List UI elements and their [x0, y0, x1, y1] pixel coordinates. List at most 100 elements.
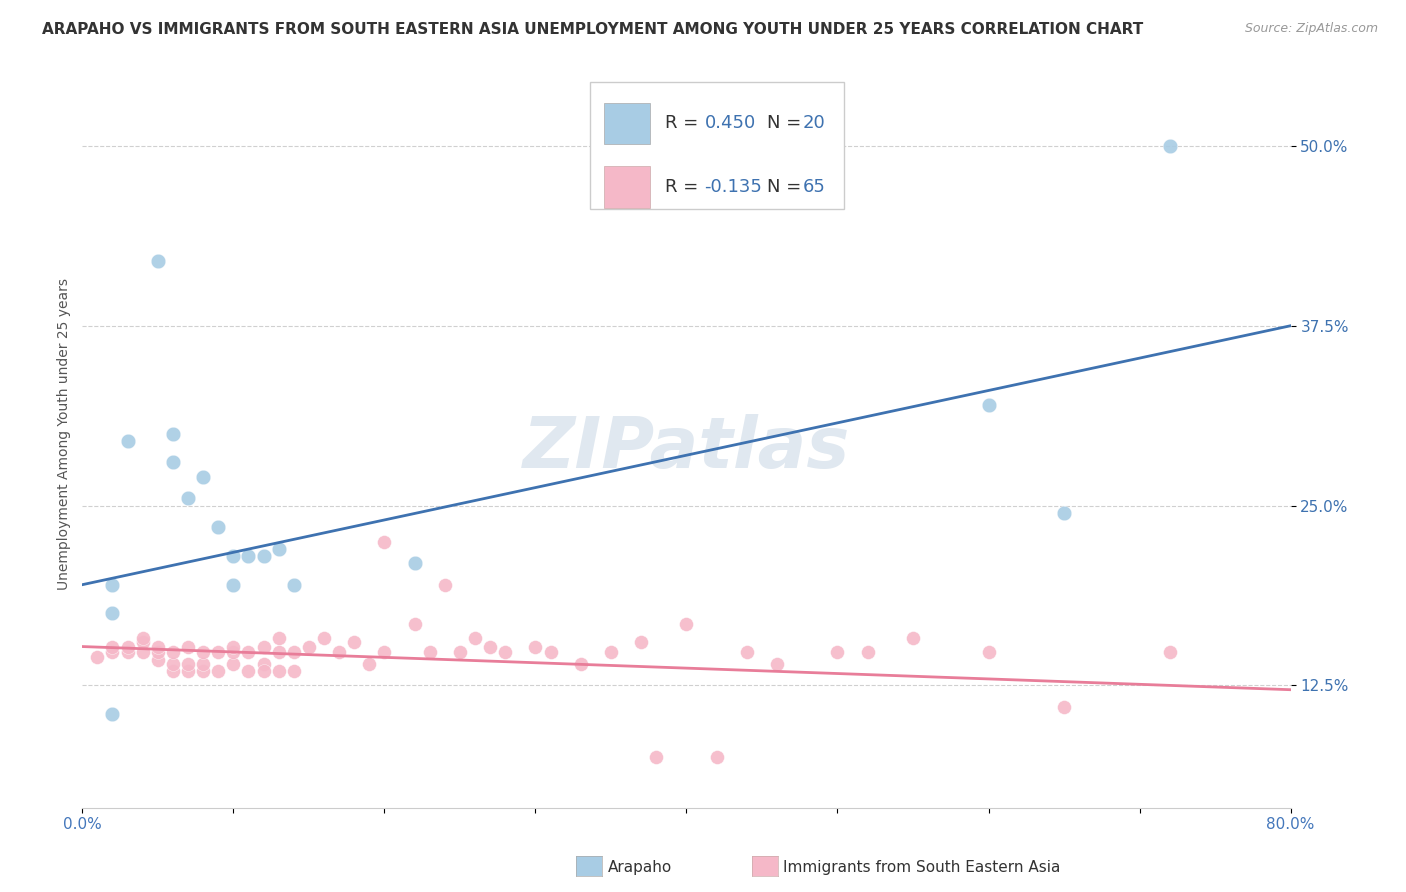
Point [977, 645, 1000, 659]
Text: -0.135: -0.135 [704, 178, 762, 196]
Point [675, 616, 697, 631]
Point [86, 649, 108, 664]
Point [238, 645, 260, 659]
Point [827, 645, 849, 659]
Point [238, 549, 260, 563]
Point [419, 645, 441, 659]
Point [222, 640, 245, 654]
Point [735, 645, 758, 659]
Point [312, 631, 335, 645]
Point [630, 635, 652, 649]
Point [162, 657, 184, 671]
Text: N =: N = [768, 178, 807, 196]
Point [101, 640, 124, 654]
Point [343, 635, 366, 649]
Point [645, 750, 668, 764]
Point [131, 645, 153, 659]
Point [267, 645, 290, 659]
Text: R =: R = [665, 178, 703, 196]
Point [222, 549, 245, 563]
Point [494, 645, 516, 659]
Text: 0.450: 0.450 [704, 114, 756, 132]
Point [191, 645, 214, 659]
Point [901, 631, 924, 645]
Point [283, 664, 305, 678]
Point [222, 645, 245, 659]
Point [177, 491, 200, 506]
Text: 20: 20 [803, 114, 825, 132]
Point [101, 707, 124, 722]
Point [162, 455, 184, 469]
Point [1159, 139, 1181, 153]
Point [222, 657, 245, 671]
Point [1159, 645, 1181, 659]
Point [191, 470, 214, 484]
Point [177, 664, 200, 678]
Point [117, 434, 139, 448]
Point [117, 645, 139, 659]
Point [146, 254, 169, 268]
Point [177, 657, 200, 671]
Point [101, 607, 124, 621]
FancyBboxPatch shape [589, 82, 844, 210]
Point [856, 645, 879, 659]
Point [267, 664, 290, 678]
Point [977, 398, 1000, 412]
Point [131, 635, 153, 649]
Point [207, 520, 229, 534]
Point [283, 577, 305, 591]
Point [298, 640, 321, 654]
Point [238, 664, 260, 678]
Point [207, 664, 229, 678]
Point [359, 657, 381, 671]
Point [373, 534, 395, 549]
Point [569, 657, 592, 671]
Point [101, 577, 124, 591]
Point [328, 645, 350, 659]
Point [267, 631, 290, 645]
Point [162, 645, 184, 659]
Point [162, 664, 184, 678]
Point [1053, 506, 1076, 520]
Point [479, 640, 502, 654]
FancyBboxPatch shape [605, 103, 650, 144]
Text: R =: R = [665, 114, 703, 132]
Text: ARAPAHO VS IMMIGRANTS FROM SOUTH EASTERN ASIA UNEMPLOYMENT AMONG YOUTH UNDER 25 : ARAPAHO VS IMMIGRANTS FROM SOUTH EASTERN… [42, 22, 1143, 37]
Point [252, 549, 274, 563]
Text: N =: N = [768, 114, 807, 132]
Point [766, 657, 789, 671]
Point [1053, 700, 1076, 714]
Point [404, 616, 426, 631]
Point [600, 645, 623, 659]
Text: Source: ZipAtlas.com: Source: ZipAtlas.com [1244, 22, 1378, 36]
Point [267, 541, 290, 556]
Point [101, 645, 124, 659]
Point [373, 645, 395, 659]
Text: 65: 65 [803, 178, 825, 196]
Text: Arapaho: Arapaho [607, 861, 672, 875]
Text: ZIPatlas: ZIPatlas [523, 414, 851, 483]
Point [131, 631, 153, 645]
Point [177, 640, 200, 654]
Point [464, 631, 486, 645]
Point [191, 657, 214, 671]
Point [207, 645, 229, 659]
FancyBboxPatch shape [605, 167, 650, 208]
Point [524, 640, 547, 654]
Point [252, 657, 274, 671]
Point [146, 652, 169, 666]
Point [433, 577, 456, 591]
Point [449, 645, 471, 659]
Point [706, 750, 728, 764]
Y-axis label: Unemployment Among Youth under 25 years: Unemployment Among Youth under 25 years [58, 277, 72, 590]
Point [252, 640, 274, 654]
Point [146, 645, 169, 659]
Point [146, 640, 169, 654]
Point [404, 556, 426, 570]
Text: Immigrants from South Eastern Asia: Immigrants from South Eastern Asia [783, 861, 1060, 875]
Point [162, 426, 184, 441]
Point [540, 645, 562, 659]
Point [252, 664, 274, 678]
Point [283, 645, 305, 659]
Point [191, 664, 214, 678]
